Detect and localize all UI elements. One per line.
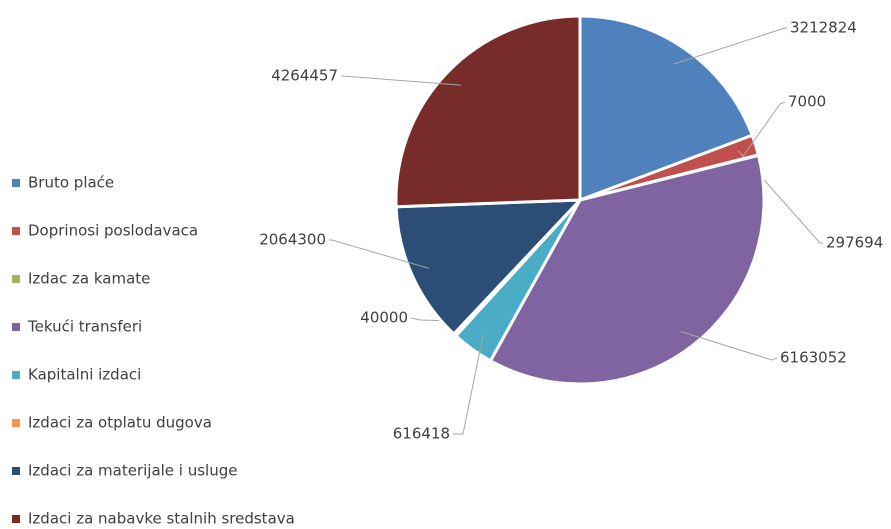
data-label: 616418: [393, 425, 450, 443]
legend-marker: [12, 227, 20, 235]
legend-label: Tekući transferi: [27, 318, 142, 336]
legend-marker: [12, 275, 20, 283]
legend-marker: [12, 515, 20, 523]
legend-label: Izdaci za otplatu dugova: [28, 414, 212, 432]
leader-line: [453, 334, 484, 435]
leader-line: [341, 75, 461, 86]
legend-marker: [12, 419, 20, 427]
legend-label: Bruto plaće: [28, 174, 114, 192]
legend-label: Izdaci za nabavke stalnih sredstava: [28, 510, 295, 528]
legend-label: Izdaci za materijale i usluge: [28, 462, 237, 480]
pie-slice: [394, 198, 584, 337]
legend-marker: [12, 371, 20, 379]
legend-label: Izdac za kamate: [28, 270, 150, 288]
data-label: 40000: [360, 309, 408, 327]
legend-marker: [12, 467, 20, 475]
leader-line: [329, 239, 430, 269]
legend-label: Doprinosi poslodavaca: [28, 222, 198, 240]
data-label: 2064300: [259, 231, 326, 249]
legend-label: Kapitalni izdaci: [28, 366, 141, 384]
pie-slice: [578, 14, 755, 203]
data-label: 4264457: [271, 67, 338, 85]
pie-slice: [394, 14, 582, 209]
data-label: 6163052: [780, 349, 847, 367]
data-label: 7000: [788, 93, 826, 111]
legend-marker: [12, 179, 20, 187]
data-label: 297694: [826, 234, 883, 252]
data-label: 3212824: [790, 19, 857, 37]
leader-line: [680, 330, 778, 361]
leader-line: [674, 27, 787, 65]
leader-line: [740, 101, 786, 160]
leader-line: [737, 150, 823, 244]
pie-slice: [488, 153, 766, 386]
legend-marker: [12, 323, 20, 331]
